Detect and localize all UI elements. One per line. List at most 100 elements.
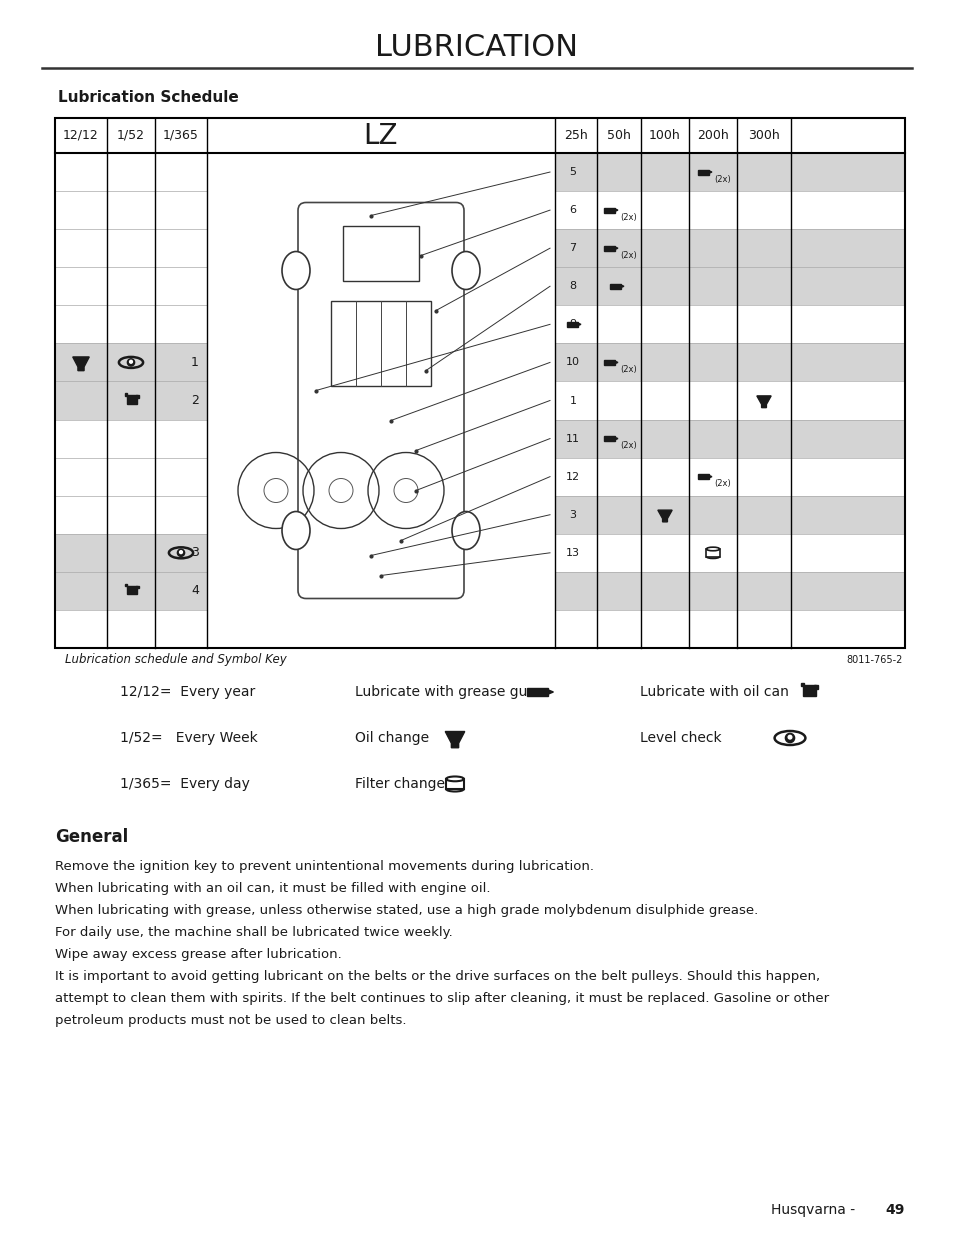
Text: 8: 8 [569,282,576,291]
Text: Wipe away excess grease after lubrication.: Wipe away excess grease after lubricatio… [55,948,341,961]
Text: 2: 2 [191,394,199,408]
Text: Oil change: Oil change [355,731,429,745]
Text: 49: 49 [884,1203,904,1216]
Text: 50h: 50h [606,128,630,142]
Polygon shape [445,731,464,747]
Bar [603,436,614,441]
Polygon shape [578,324,580,326]
Polygon shape [658,510,672,522]
Text: 1/365=  Every day: 1/365= Every day [120,777,250,790]
Text: 4: 4 [191,584,199,598]
Bar [126,584,128,587]
Bar [55,534,207,572]
Bar [331,300,431,385]
Text: 11: 11 [565,433,579,443]
Text: It is important to avoid getting lubricant on the belts or the drive surfaces on: It is important to avoid getting lubrica… [55,969,820,983]
Text: (2x): (2x) [620,251,637,259]
Bar [802,685,815,697]
Text: Lubrication Schedule: Lubrication Schedule [58,90,238,105]
Bar [55,572,207,610]
Text: 25h: 25h [563,128,587,142]
Text: Lubricate with grease gun: Lubricate with grease gun [355,685,536,699]
FancyBboxPatch shape [297,203,463,599]
Text: 13: 13 [565,548,579,558]
Polygon shape [547,690,553,694]
Text: Remove the ignition key to prevent unintentional movements during lubrication.: Remove the ignition key to prevent unint… [55,860,594,873]
Bar [555,572,904,610]
Text: 12/12: 12/12 [63,128,99,142]
Text: 12/12=  Every year: 12/12= Every year [120,685,255,699]
Circle shape [787,735,791,739]
Circle shape [179,551,182,553]
Bar [566,322,578,327]
Text: 9: 9 [569,320,576,330]
Bar [343,226,418,280]
Bar [603,359,614,366]
Bar [526,688,547,695]
Polygon shape [708,475,711,478]
Bar [126,394,128,395]
Text: LZ: LZ [363,121,397,149]
Polygon shape [72,357,90,370]
Text: Husqvarna -: Husqvarna - [771,1203,859,1216]
Bar [603,207,614,212]
Text: 8011-765-2: 8011-765-2 [845,655,902,664]
Text: LUBRICATION: LUBRICATION [375,33,578,63]
Ellipse shape [282,511,310,550]
Text: 200h: 200h [697,128,728,142]
Ellipse shape [446,777,463,782]
Text: (2x): (2x) [620,212,637,221]
Text: For daily use, the machine shall be lubricated twice weekly.: For daily use, the machine shall be lubr… [55,926,453,939]
Text: 3: 3 [569,510,576,520]
Polygon shape [614,437,618,440]
Polygon shape [756,396,770,408]
Text: When lubricating with grease, unless otherwise stated, use a high grade molybden: When lubricating with grease, unless oth… [55,904,758,918]
Text: 1/52=   Every Week: 1/52= Every Week [120,731,257,745]
Bar [446,779,463,789]
Polygon shape [614,361,618,363]
Ellipse shape [452,252,479,289]
Text: petroleum products must not be used to clean belts.: petroleum products must not be used to c… [55,1014,406,1028]
Bar [698,474,708,479]
Polygon shape [708,170,711,173]
Text: 10: 10 [565,357,579,368]
Bar [55,343,207,382]
Bar [55,119,904,648]
Bar [609,284,620,289]
Bar [705,550,719,557]
Text: 12: 12 [565,472,579,482]
Polygon shape [620,285,623,288]
Text: Level check: Level check [639,731,720,745]
Bar [555,230,904,267]
Text: 7: 7 [569,243,576,253]
Circle shape [128,359,134,366]
Polygon shape [614,247,618,249]
Bar [801,683,802,685]
Text: 1: 1 [191,356,199,369]
Text: (2x): (2x) [620,364,637,374]
Text: 6: 6 [569,205,576,215]
Bar [555,495,904,534]
Circle shape [177,550,185,557]
Text: Filter change: Filter change [355,777,444,790]
Text: 1/52: 1/52 [117,128,145,142]
Text: 100h: 100h [648,128,680,142]
Bar [555,420,904,458]
Text: (2x): (2x) [714,479,731,488]
Bar [555,267,904,305]
Circle shape [130,361,132,363]
Text: (2x): (2x) [620,441,637,450]
Text: (2x): (2x) [714,174,731,184]
Text: Lubrication schedule and Symbol Key: Lubrication schedule and Symbol Key [65,653,287,667]
Text: When lubricating with an oil can, it must be filled with engine oil.: When lubricating with an oil can, it mus… [55,882,490,895]
Text: General: General [55,827,128,846]
Bar [698,169,708,174]
Text: attempt to clean them with spirits. If the belt continues to slip after cleaning: attempt to clean them with spirits. If t… [55,992,828,1005]
Ellipse shape [452,511,479,550]
Bar [603,246,614,251]
Circle shape [784,734,794,742]
Text: 1/365: 1/365 [163,128,199,142]
Text: 3: 3 [191,546,199,559]
Bar [55,382,207,420]
Text: 1: 1 [569,395,576,405]
